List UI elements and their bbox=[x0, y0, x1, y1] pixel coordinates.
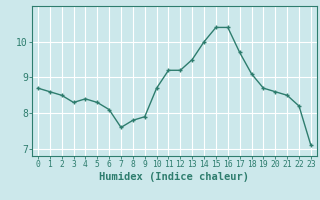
X-axis label: Humidex (Indice chaleur): Humidex (Indice chaleur) bbox=[100, 172, 249, 182]
